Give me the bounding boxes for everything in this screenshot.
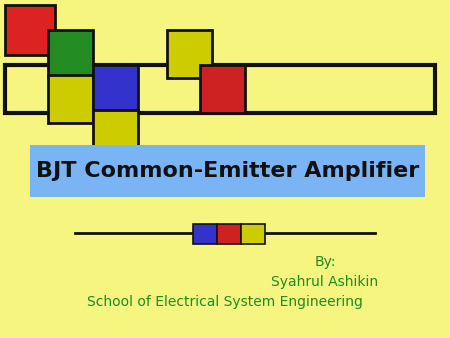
Text: BJT Common-Emitter Amplifier: BJT Common-Emitter Amplifier — [36, 161, 419, 181]
Bar — [30, 145, 425, 197]
Text: School of Electrical System Engineering: School of Electrical System Engineering — [87, 295, 363, 309]
Bar — [48, 30, 93, 78]
Bar — [193, 224, 217, 244]
Bar — [93, 65, 138, 113]
Bar — [241, 224, 265, 244]
Bar — [93, 110, 138, 155]
Bar — [48, 75, 93, 123]
Bar — [200, 65, 245, 113]
Bar — [167, 30, 212, 78]
Bar — [5, 65, 435, 113]
Text: By:: By: — [314, 255, 336, 269]
Bar — [217, 224, 241, 244]
Text: Syahrul Ashikin: Syahrul Ashikin — [271, 275, 378, 289]
Bar — [5, 5, 55, 55]
